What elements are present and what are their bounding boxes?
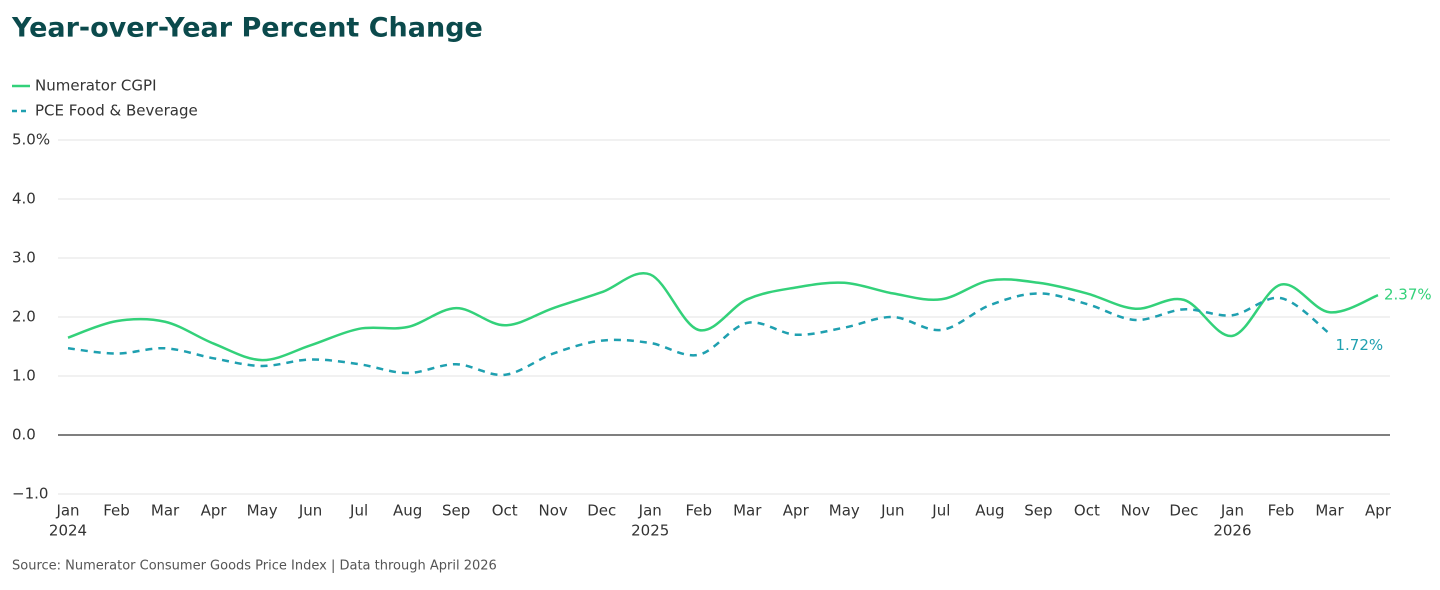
x-tick-label: May — [829, 502, 860, 520]
x-tick-label: Oct — [1074, 502, 1100, 520]
x-tick-label: Dec — [1169, 502, 1198, 520]
y-tick-label: 0.0 — [12, 426, 36, 444]
data-label: 2.37% — [1384, 286, 1432, 304]
x-tick-label: Aug — [975, 502, 1004, 520]
x-tick-label: Mar — [151, 502, 180, 520]
legend-label: PCE Food & Beverage — [35, 102, 198, 120]
x-tick-label: Jul — [931, 502, 950, 520]
x-tick-label: Jan — [55, 502, 79, 520]
x-tick-label: Dec — [587, 502, 616, 520]
y-tick-label: 1.0 — [12, 367, 36, 385]
x-tick-label: Feb — [1268, 502, 1295, 520]
x-tick-label: Nov — [1121, 502, 1150, 520]
x-tick-label: Apr — [783, 502, 810, 520]
x-tick-label: Apr — [201, 502, 228, 520]
x-tick-label: 2025 — [631, 522, 669, 540]
chart-title: Year-over-Year Percent Change — [11, 13, 483, 44]
x-tick-label: Jan — [1220, 502, 1244, 520]
x-tick-label: Jun — [298, 502, 322, 520]
y-tick-label: 3.0 — [12, 249, 36, 267]
data-label: 1.72% — [1335, 336, 1383, 354]
source-note: Source: Numerator Consumer Goods Price I… — [12, 559, 497, 574]
x-tick-label: Jun — [880, 502, 904, 520]
series-line — [67, 271, 1379, 362]
x-tick-label: Feb — [685, 502, 712, 520]
y-tick-label: 2.0 — [12, 308, 36, 326]
x-tick-label: Sep — [442, 502, 470, 520]
x-tick-label: Mar — [733, 502, 762, 520]
x-tick-label: Mar — [1315, 502, 1344, 520]
x-tick-label: Aug — [393, 502, 422, 520]
y-tick-label: 4.0 — [12, 190, 36, 208]
x-tick-label: Sep — [1024, 502, 1052, 520]
legend-label: Numerator CGPI — [35, 77, 157, 95]
x-tick-label: Feb — [103, 502, 130, 520]
x-tick-label: Apr — [1365, 502, 1392, 520]
x-tick-label: Oct — [492, 502, 518, 520]
x-tick-label: Jul — [349, 502, 368, 520]
series-line — [67, 292, 1331, 377]
x-tick-label: Jan — [638, 502, 662, 520]
x-tick-label: Nov — [539, 502, 568, 520]
x-tick-label: 2026 — [1213, 522, 1251, 540]
y-tick-label: −1.0 — [12, 485, 48, 503]
x-tick-label: 2024 — [49, 522, 87, 540]
y-tick-label: 5.0% — [12, 131, 50, 149]
x-tick-label: May — [247, 502, 278, 520]
